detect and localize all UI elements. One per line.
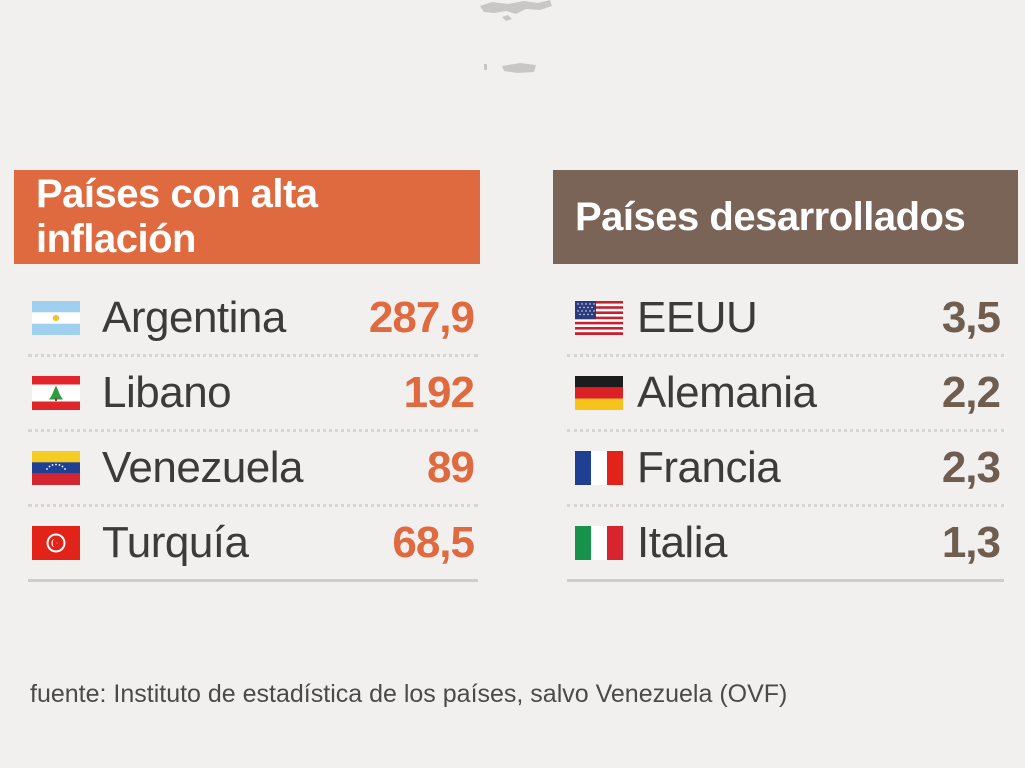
- table-row: EEUU 3,5: [567, 282, 1004, 357]
- inflation-value: 68,5: [392, 518, 475, 567]
- table-row: Venezuela 89: [28, 432, 478, 507]
- inflation-value: 1,3: [941, 518, 1001, 567]
- argentina-flag-icon: [32, 301, 80, 335]
- country-name: Turquía: [102, 518, 249, 567]
- inflation-value: 192: [403, 368, 475, 417]
- developed-countries-table: EEUU 3,5 Alemania 2,2 Francia 2,3: [567, 282, 1004, 582]
- inflation-value: 2,2: [941, 368, 1001, 417]
- inflation-value: 89: [427, 443, 475, 492]
- france-flag-icon: [575, 451, 623, 485]
- italy-flag-icon: [575, 526, 623, 560]
- country-name: EEUU: [637, 293, 758, 342]
- country-name: Venezuela: [102, 443, 304, 492]
- inflation-value: 287,9: [368, 293, 475, 342]
- table-row: Argentina 287,9: [28, 282, 478, 357]
- country-name: Francia: [637, 443, 781, 492]
- high-inflation-title: Países con alta inflación: [14, 170, 480, 264]
- high-inflation-panel: Países con alta inflación Argentina 287,…: [14, 170, 480, 582]
- country-name: Italia: [637, 518, 727, 567]
- germany-flag-icon: [575, 376, 623, 410]
- source-note: fuente: Instituto de estadística de los …: [30, 680, 788, 708]
- table-row: Turquía 68,5: [28, 507, 478, 582]
- country-name: Argentina: [102, 293, 286, 342]
- country-name: Libano: [102, 368, 232, 417]
- venezuela-flag-icon: [32, 451, 80, 485]
- country-name: Alemania: [637, 368, 817, 417]
- table-row: Francia 2,3: [567, 432, 1004, 507]
- lebanon-flag-icon: [32, 376, 80, 410]
- turkey-flag-icon: [32, 526, 80, 560]
- inflation-value: 3,5: [941, 293, 1001, 342]
- table-row: Libano 192: [28, 357, 478, 432]
- inflation-value: 2,3: [941, 443, 1001, 492]
- developed-countries-title: Países desarrollados: [553, 170, 1018, 264]
- map-fragment-graphic: [480, 0, 552, 73]
- developed-countries-panel: Países desarrollados EEUU: [553, 170, 1018, 582]
- usa-flag-icon: [575, 301, 623, 335]
- high-inflation-table: Argentina 287,9 Libano 192: [28, 282, 478, 582]
- table-row: Alemania 2,2: [567, 357, 1004, 432]
- table-row: Italia 1,3: [567, 507, 1004, 582]
